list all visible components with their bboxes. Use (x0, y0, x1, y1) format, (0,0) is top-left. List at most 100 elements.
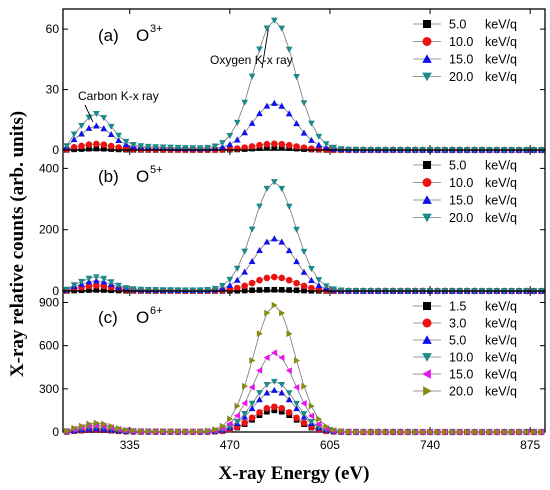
data-point (397, 428, 404, 436)
data-point (316, 415, 323, 423)
y-tick-label: 300 (39, 382, 59, 396)
legend-item: 5.0 keV/q (413, 18, 517, 32)
legend-item: 20.0 keV/q (413, 211, 517, 225)
legend-item: 3.0 keV/q (413, 317, 517, 331)
data-point (227, 415, 234, 423)
data-point (159, 287, 167, 294)
legend-value: 5.0 (449, 334, 466, 348)
data-point (211, 143, 219, 150)
annotation-oxygen: Oxygen K-x ray (210, 53, 293, 67)
data-point (293, 74, 300, 81)
data-point (137, 286, 145, 293)
data-point (308, 402, 315, 410)
legend-item: 10.0 keV/q (413, 35, 517, 49)
legend-unit: keV/q (485, 385, 517, 399)
data-point (256, 367, 263, 374)
data-point (263, 274, 271, 282)
data-point (219, 143, 226, 150)
data-point (278, 354, 285, 361)
data-point (248, 279, 256, 287)
data-point (189, 145, 197, 152)
data-point (270, 235, 278, 242)
y-tick-label: 0 (52, 425, 59, 439)
data-point (263, 381, 271, 388)
data-point (271, 301, 278, 309)
legend-unit: keV/q (485, 300, 517, 314)
y-tick-label: 30 (46, 83, 60, 97)
data-point (308, 419, 315, 426)
y-tick-label: 600 (39, 339, 59, 353)
data-point (293, 414, 300, 422)
legend-item: 5.0 keV/q (413, 334, 517, 348)
data-point (271, 407, 278, 414)
data-point (300, 129, 308, 136)
data-point (285, 203, 293, 210)
data-point (100, 125, 108, 132)
data-point (308, 266, 315, 273)
data-point (278, 185, 286, 192)
data-point (219, 140, 226, 147)
data-point (107, 131, 115, 138)
data-point (153, 427, 160, 435)
data-point (263, 405, 271, 412)
data-point (263, 389, 271, 396)
data-point (93, 287, 100, 293)
data-point (531, 428, 538, 436)
data-point (241, 419, 248, 427)
data-point (434, 428, 441, 436)
data-point (204, 287, 211, 294)
data-point (300, 400, 307, 407)
data-point (293, 258, 300, 265)
data-point (181, 145, 189, 152)
legend-unit: keV/q (485, 351, 517, 365)
data-point (226, 282, 234, 289)
data-point (241, 144, 248, 151)
data-point (419, 428, 427, 436)
data-point (322, 283, 330, 290)
data-point (248, 226, 256, 233)
data-point (130, 427, 137, 435)
data-point (382, 428, 389, 436)
legend-marker (422, 54, 432, 63)
x-tick-label: 740 (420, 438, 440, 452)
data-point (248, 383, 255, 391)
data-point (233, 119, 241, 126)
annotation-carbon: Carbon K-x ray (78, 89, 159, 103)
data-point (107, 142, 115, 150)
data-point (271, 140, 278, 148)
data-point (233, 136, 241, 143)
data-point (286, 330, 293, 338)
data-point (278, 102, 286, 109)
legend-unit: keV/q (485, 317, 517, 331)
data-point (248, 119, 256, 126)
legend-unit: keV/q (485, 194, 517, 208)
data-point (278, 408, 285, 415)
legend-value: 5.0 (449, 18, 466, 32)
legend-unit: keV/q (485, 35, 517, 49)
data-point (63, 143, 71, 150)
data-point (285, 276, 293, 284)
data-point (70, 131, 78, 138)
legend-item: 1.5 keV/q (413, 300, 517, 314)
data-point (375, 428, 382, 436)
data-point (278, 25, 286, 32)
data-point (226, 145, 234, 153)
data-point (271, 286, 278, 293)
data-point (538, 428, 545, 436)
data-point (138, 427, 145, 435)
data-point (152, 144, 160, 151)
y-tick-label: 0 (52, 284, 59, 298)
data-point (130, 142, 137, 149)
data-point (300, 419, 308, 427)
data-point (249, 357, 256, 364)
data-point (449, 428, 456, 436)
data-point (85, 124, 93, 131)
ion-charge: 5+ (150, 164, 163, 176)
data-point (285, 409, 293, 416)
data-point (93, 122, 100, 129)
legend-value: 5.0 (449, 159, 466, 173)
legend-unit: keV/q (485, 211, 517, 225)
y-tick-label: 0 (52, 143, 59, 157)
data-point (286, 287, 292, 293)
legend-value: 15.0 (449, 53, 473, 67)
